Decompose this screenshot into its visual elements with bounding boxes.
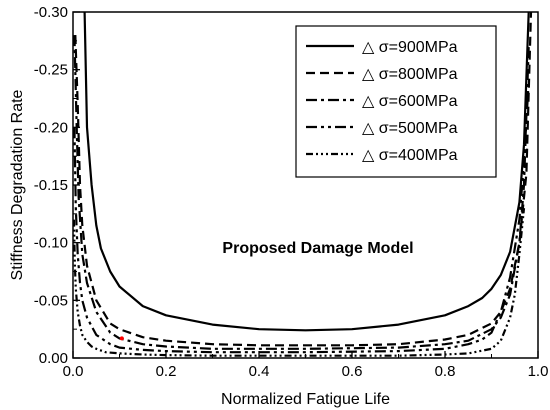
x-tick-label: 0.8 [435, 363, 456, 380]
marker-group [119, 336, 124, 341]
x-tick-label: 0.0 [63, 363, 84, 380]
series-group [73, 12, 533, 357]
legend-label: △ σ=400MPa [362, 147, 458, 164]
y-tick-label: -0.30 [34, 4, 68, 21]
legend-label: △ σ=500MPa [362, 120, 458, 137]
x-tick-label: 0.6 [342, 363, 363, 380]
x-tick-label: 0.4 [249, 363, 270, 380]
y-tick-label: 0.00 [39, 350, 68, 367]
y-tick-label: -0.25 [34, 62, 68, 79]
y-tick-label: -0.05 [34, 292, 68, 309]
legend-label: △ σ=600MPa [362, 93, 458, 110]
y-tick-label: -0.10 [34, 235, 68, 252]
x-tick-label: 1.0 [528, 363, 549, 380]
series-line [83, 12, 530, 332]
y-tick-label: -0.20 [34, 119, 68, 136]
highlight-point [119, 336, 124, 341]
legend-label: △ σ=800MPa [362, 66, 458, 83]
x-tick-label: 0.2 [156, 363, 177, 380]
plot-area: 0.0 0.2 0.4 0.6 0.8 1.0 0.00 -0.05 -0.10 -0.15 -0… [34, 4, 549, 380]
y-tick-label: -0.15 [34, 177, 68, 194]
x-axis-ticks: 0.0 0.2 0.4 0.6 0.8 1.0 [63, 351, 549, 380]
series-line [73, 81, 530, 354]
chart-annotation: Proposed Damage Model [222, 240, 413, 257]
legend-box [295, 25, 497, 178]
x-axis-title: Normalized Fatigue Life [221, 391, 390, 408]
legend-label: △ σ=900MPa [362, 39, 458, 56]
y-axis-ticks: 0.00 -0.05 -0.10 -0.15 -0.20 -0.25 -0.30 [34, 4, 80, 367]
series-line [73, 35, 530, 350]
y-axis-title: Stiffness Degradation Rate [9, 89, 26, 280]
series-line [73, 207, 526, 357]
legend: △ σ=900MPa △ σ=800MPa △ σ=600MPa △ σ=500MPa… [295, 25, 497, 178]
